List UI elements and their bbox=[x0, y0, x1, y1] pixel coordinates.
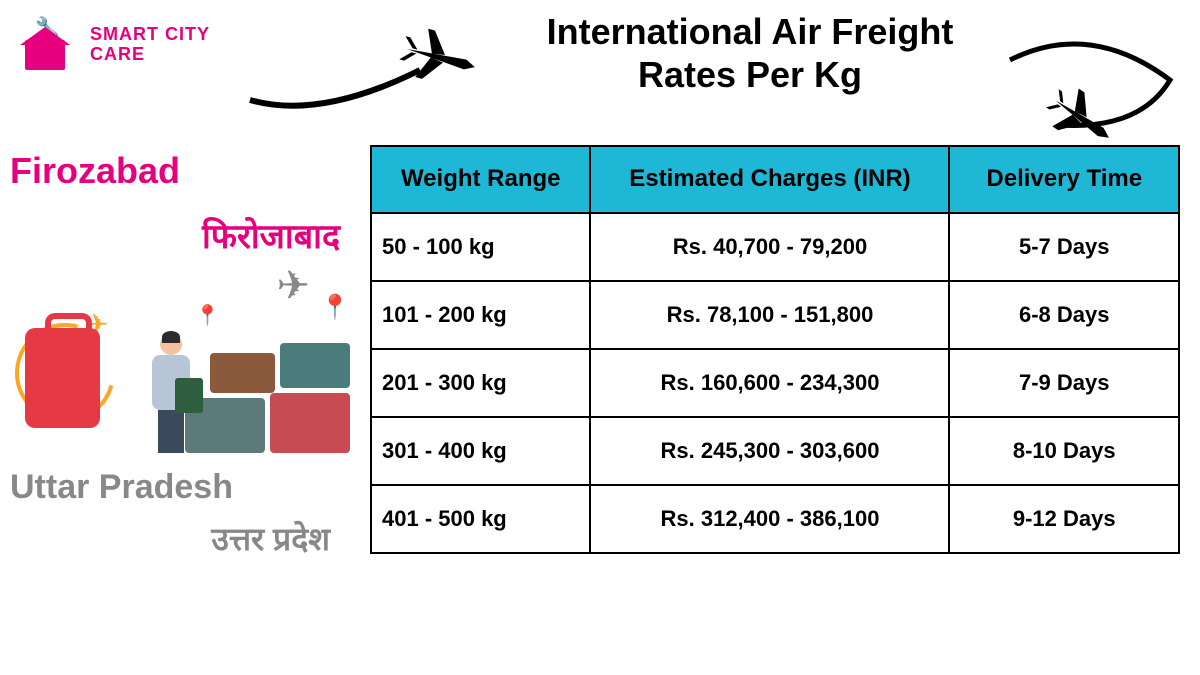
airplane-right-icon bbox=[990, 30, 1190, 150]
cell-charges: Rs. 160,600 - 234,300 bbox=[590, 349, 949, 417]
cell-time: 5-7 Days bbox=[949, 213, 1179, 281]
small-plane-icon: ✈ bbox=[276, 263, 310, 309]
col-time-header: Delivery Time bbox=[949, 146, 1179, 213]
table-row: 401 - 500 kg Rs. 312,400 - 386,100 9-12 … bbox=[371, 485, 1179, 553]
page-title: International Air Freight Rates Per Kg bbox=[500, 10, 1000, 96]
cell-charges: Rs. 40,700 - 79,200 bbox=[590, 213, 949, 281]
cell-weight: 201 - 300 kg bbox=[371, 349, 590, 417]
table-row: 301 - 400 kg Rs. 245,300 - 303,600 8-10 … bbox=[371, 417, 1179, 485]
table-row: 101 - 200 kg Rs. 78,100 - 151,800 6-8 Da… bbox=[371, 281, 1179, 349]
cell-time: 8-10 Days bbox=[949, 417, 1179, 485]
cell-time: 9-12 Days bbox=[949, 485, 1179, 553]
table-row: 50 - 100 kg Rs. 40,700 - 79,200 5-7 Days bbox=[371, 213, 1179, 281]
house-tools-icon: 🔧🔨 bbox=[20, 15, 80, 75]
cell-weight: 301 - 400 kg bbox=[371, 417, 590, 485]
freight-illustration: ✈ 📍 📍 ✈ bbox=[10, 273, 350, 453]
cell-charges: Rs. 245,300 - 303,600 bbox=[590, 417, 949, 485]
location-pin-icon: 📍 bbox=[195, 303, 220, 328]
state-name-hindi: उत्तर प्रदेश bbox=[10, 517, 350, 560]
city-name-english: Firozabad bbox=[10, 150, 350, 192]
city-name-hindi: फिरोजाबाद bbox=[10, 212, 350, 258]
worker-icon bbox=[140, 333, 200, 453]
cell-time: 7-9 Days bbox=[949, 349, 1179, 417]
table-row: 201 - 300 kg Rs. 160,600 - 234,300 7-9 D… bbox=[371, 349, 1179, 417]
col-charges-header: Estimated Charges (INR) bbox=[590, 146, 949, 213]
brand-line2: CARE bbox=[90, 45, 210, 65]
table-header-row: Weight Range Estimated Charges (INR) Del… bbox=[371, 146, 1179, 213]
airplane-left-icon bbox=[240, 10, 500, 120]
cell-weight: 101 - 200 kg bbox=[371, 281, 590, 349]
location-pin-icon: 📍 bbox=[320, 293, 350, 322]
col-weight-header: Weight Range bbox=[371, 146, 590, 213]
freight-rates-table: Weight Range Estimated Charges (INR) Del… bbox=[370, 145, 1180, 554]
location-panel: Firozabad फिरोजाबाद ✈ 📍 📍 ✈ Uttar Prades… bbox=[10, 150, 350, 560]
cell-time: 6-8 Days bbox=[949, 281, 1179, 349]
cell-weight: 401 - 500 kg bbox=[371, 485, 590, 553]
state-name-english: Uttar Pradesh bbox=[10, 468, 350, 507]
cell-weight: 50 - 100 kg bbox=[371, 213, 590, 281]
suitcase-icon bbox=[25, 328, 100, 428]
brand-logo: 🔧🔨 SMART CITY CARE bbox=[20, 15, 210, 75]
brand-name: SMART CITY CARE bbox=[90, 25, 210, 65]
cell-charges: Rs. 312,400 - 386,100 bbox=[590, 485, 949, 553]
cell-charges: Rs. 78,100 - 151,800 bbox=[590, 281, 949, 349]
brand-line1: SMART CITY bbox=[90, 25, 210, 45]
